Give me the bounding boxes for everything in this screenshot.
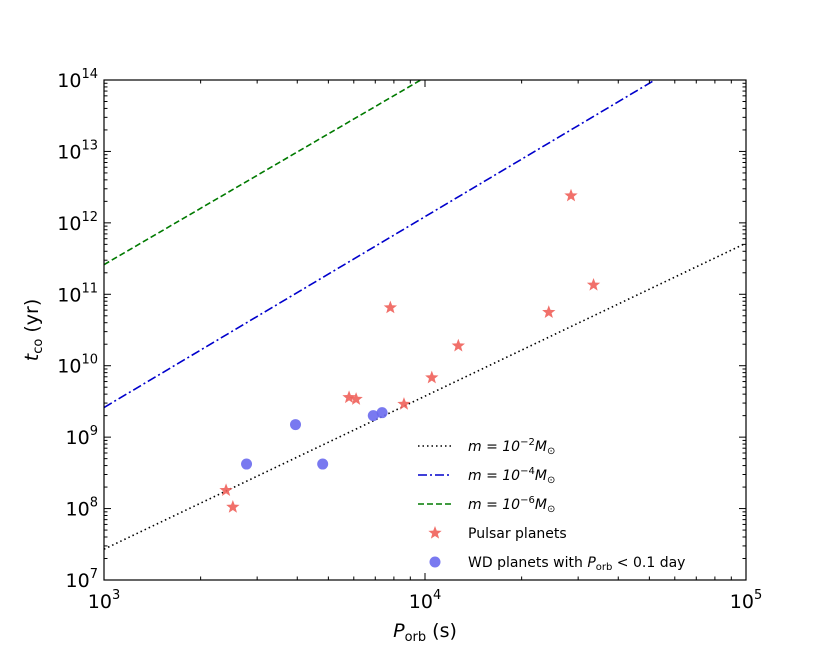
wd-planets-point-3 [367, 410, 379, 422]
pulsar-planets-point-9 [564, 188, 578, 202]
pulsar-planets-point-5 [397, 397, 411, 410]
y-tick-label: 1014 [57, 67, 98, 92]
y-axis-label-sub: co [31, 339, 46, 354]
wd-planets-point-1 [290, 419, 302, 431]
y-tick-label: 107 [66, 567, 98, 592]
y-tick-label: 1012 [57, 210, 98, 235]
pulsar-planets-point-6 [425, 370, 439, 384]
x-tick-label: 104 [409, 588, 441, 613]
series-line-m_1e-6 [104, 80, 422, 266]
x-axis-label: Porb (s) [393, 620, 457, 645]
y-axis-label-main: t [21, 352, 43, 361]
legend: m = 10−2M⊙ m = 10−4M⊙ m = 10−6M⊙ Pulsar … [418, 437, 685, 573]
x-tick-label: 103 [88, 588, 120, 613]
pulsar-planets-point-10 [586, 277, 601, 291]
pulsar-planets-point-7 [451, 338, 465, 352]
legend-swatch-pulsar-planets [428, 526, 442, 539]
plot-frame [103, 79, 747, 581]
legend-entry-pulsar-planets: Pulsar planets [468, 526, 567, 542]
pulsar-planets-point-1 [226, 500, 240, 513]
x-axis-label-sub: orb [405, 630, 427, 645]
pulsar-planets-point-4 [383, 300, 398, 314]
x-tick-label: 105 [730, 588, 762, 613]
legend-entry-m-1e-2: m = 10−2M⊙ [468, 437, 555, 457]
y-axis-label: tco (yr) [21, 299, 46, 361]
legend-entry-m-1e-6: m = 10−6M⊙ [468, 495, 555, 515]
y-tick-label: 1010 [57, 353, 98, 378]
legend-entry-wd-planets: WD planets with Porb < 0.1 day [468, 555, 685, 573]
pulsar-planets-point-3 [349, 392, 363, 405]
wd-planets-point-2 [317, 458, 329, 470]
legend-entry-m-1e-4: m = 10−4M⊙ [468, 466, 555, 486]
y-tick-label: 109 [66, 424, 98, 449]
x-axis-label-unit: (s) [426, 620, 457, 642]
y-tick-label: 1013 [57, 138, 98, 163]
y-axis-label-unit: (yr) [21, 299, 43, 339]
pulsar-planets-point-2 [342, 390, 356, 404]
series-line-m_1e-4 [104, 80, 656, 409]
series-line-m_1e-2 [104, 242, 746, 550]
y-tick-label: 108 [66, 496, 98, 521]
x-axis-label-main: P [393, 620, 405, 642]
pulsar-planets-point-0 [219, 483, 233, 496]
y-tick-label: 1011 [57, 281, 98, 306]
wd-planets-point-4 [376, 407, 388, 419]
wd-planets-point-0 [241, 458, 253, 470]
pulsar-planets-point-8 [542, 305, 556, 318]
legend-swatch-wd-planets [429, 556, 441, 568]
